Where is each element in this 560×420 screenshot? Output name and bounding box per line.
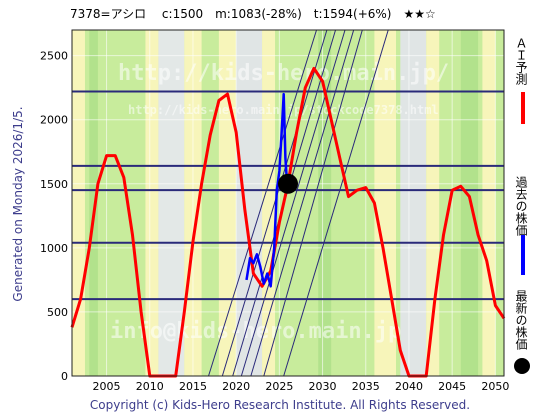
background-band (89, 30, 98, 376)
x-tick-label: 2040 (395, 380, 423, 393)
x-tick-label: 2050 (481, 380, 509, 393)
y-tick-label: 1500 (40, 178, 68, 191)
legend-latest-dot (514, 358, 530, 374)
y-axis-ticks: 0 500 1000 1500 2000 2500 (40, 50, 68, 383)
background-band (158, 30, 185, 376)
x-tick-label: 2005 (93, 380, 121, 393)
y-tick-label: 2500 (40, 50, 68, 63)
trend-line (283, 29, 389, 377)
trend-line (240, 29, 346, 377)
watermark-line3: info@kids-hero.main.jp (110, 319, 401, 344)
series-lines (70, 66, 506, 378)
x-tick-label: 2045 (438, 380, 466, 393)
x-tick-label: 2035 (352, 380, 380, 393)
latest-point (278, 173, 298, 194)
trend-line (263, 29, 363, 377)
legend-ai-label: ＡＩ予測 (514, 37, 528, 85)
plot-frame (71, 29, 505, 377)
legend-past-label: 過去の株価 (514, 176, 528, 236)
x-tick-label: 2020 (222, 380, 250, 393)
watermark-line1: http://kids-hero.main.jp/ (118, 61, 449, 86)
latest-price-marker (278, 173, 298, 194)
x-tick-label: 2015 (179, 380, 207, 393)
horizontal-levels (72, 90, 504, 301)
copyright-footer: Copyright (c) Kids-Hero Research Institu… (89, 398, 471, 412)
background-band (145, 30, 159, 376)
y-tick-label: 1000 (40, 242, 68, 255)
trend-line (250, 29, 355, 377)
ai-forecast-line (70, 66, 506, 378)
trend-line (221, 29, 328, 377)
y-tick-label: 0 (61, 370, 68, 383)
background-bands (72, 30, 504, 376)
x-tick-label: 2030 (309, 380, 337, 393)
x-tick-label: 2010 (136, 380, 164, 393)
generated-date-label: Generated on Monday 2026/1/5. (11, 106, 25, 302)
legend-ai-swatch (521, 92, 525, 124)
x-axis-ticks: 2005 2010 2015 2020 2025 2030 2035 2040 2045 2050 (93, 380, 510, 393)
y-tick-label: 2000 (40, 114, 68, 127)
background-band (482, 30, 496, 376)
legend-past-swatch (521, 235, 525, 275)
background-band (236, 30, 263, 376)
x-tick-label: 2025 (265, 380, 293, 393)
legend-latest-label: 最新の株価 (514, 290, 528, 350)
y-tick-label: 500 (47, 306, 68, 319)
background-band (262, 30, 276, 376)
background-band (400, 30, 427, 376)
trend-line (208, 29, 317, 377)
past-price-line (245, 92, 290, 288)
chart-title: 7378=アシロ c:1500 m:1083(-28%) t:1594(+6%)… (70, 7, 436, 21)
